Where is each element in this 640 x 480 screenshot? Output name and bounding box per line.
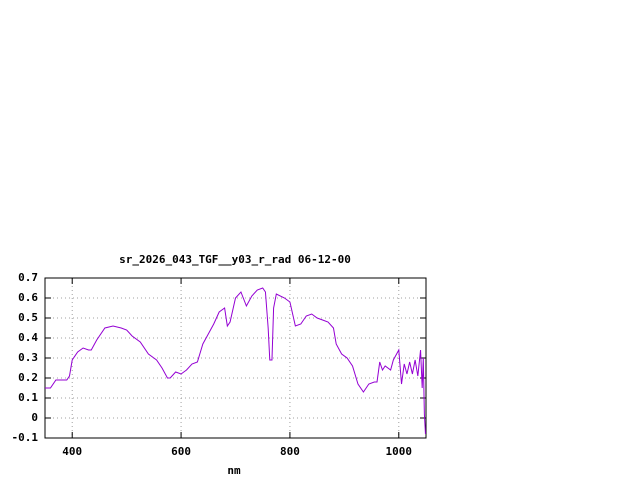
y-tick-label: 0.6 — [18, 291, 38, 304]
x-tick-label: 800 — [280, 445, 300, 458]
x-tick-label: 1000 — [386, 445, 413, 458]
data-line — [45, 287, 426, 435]
y-tick-label: 0.3 — [18, 351, 38, 364]
y-tick-label: 0 — [31, 411, 38, 424]
x-tick-label: 600 — [171, 445, 191, 458]
y-tick-label: 0.1 — [18, 391, 38, 404]
plot-border — [44, 277, 427, 439]
x-axis-label: nm — [227, 464, 241, 477]
y-tick-label: 0.5 — [18, 311, 38, 324]
x-tick-label: 400 — [62, 445, 82, 458]
y-tick-label: 0.4 — [18, 331, 38, 344]
y-tick-label: -0.1 — [12, 431, 39, 444]
chart-title: sr_2026_043_TGF__y03_r_rad 06-12-00 — [119, 253, 351, 266]
y-tick-label: 0.7 — [18, 271, 38, 284]
y-tick-label: 0.2 — [18, 371, 38, 384]
